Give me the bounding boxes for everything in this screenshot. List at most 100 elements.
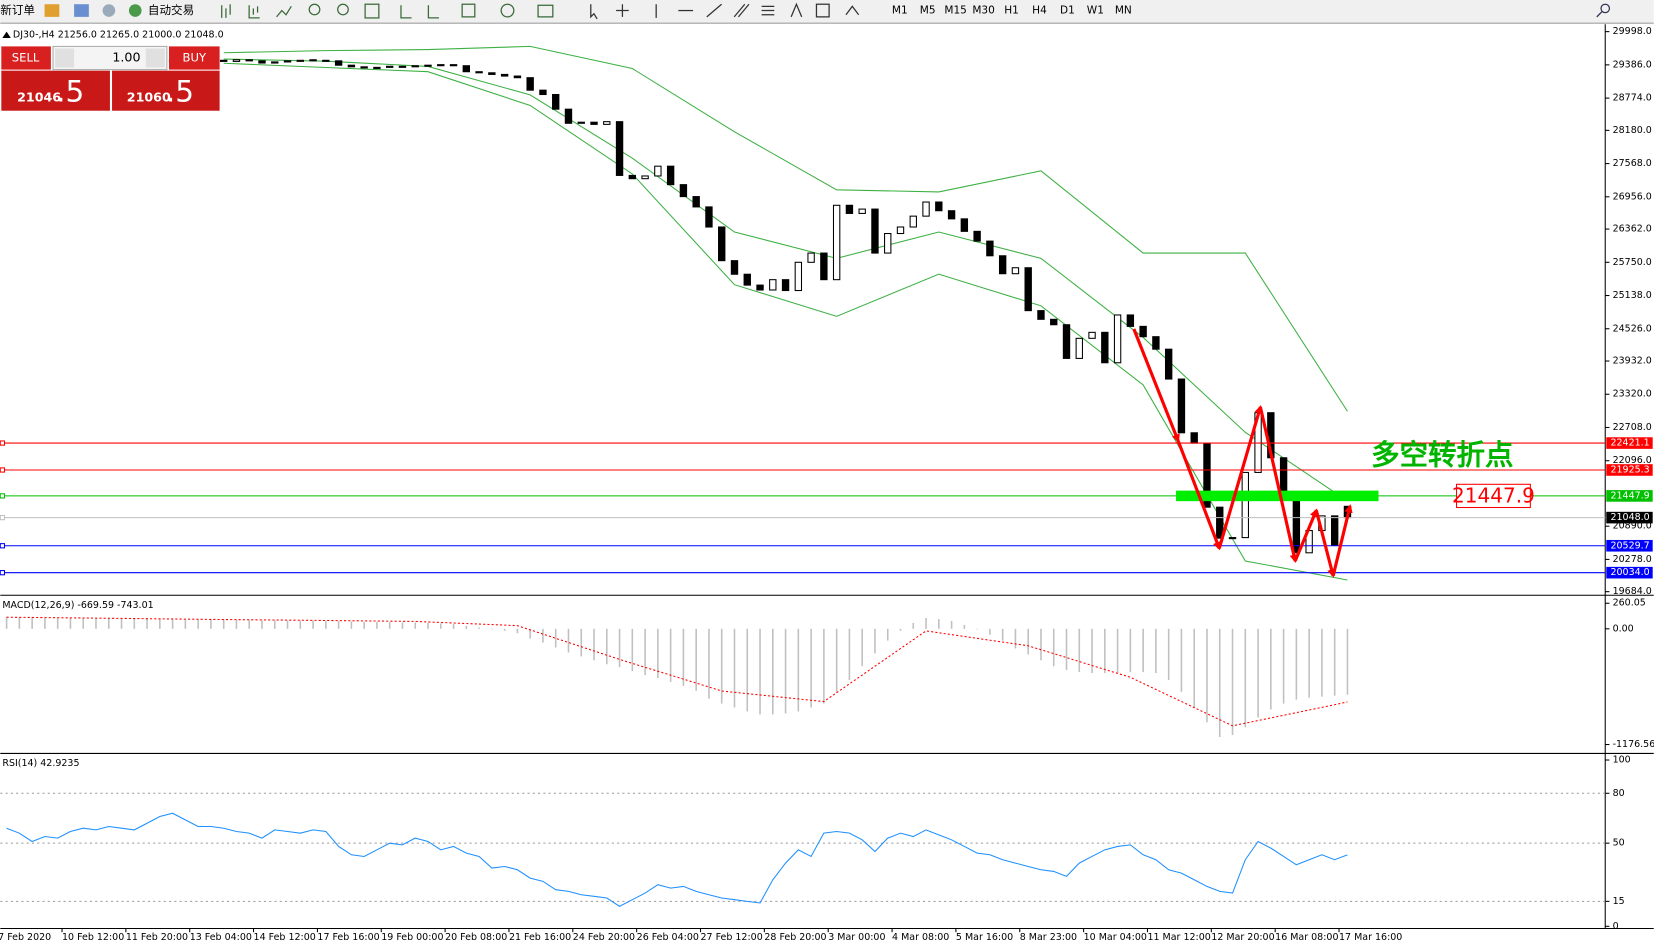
y-tick-label: 25138.0 (1613, 290, 1652, 301)
icon[interactable] (500, 3, 515, 18)
x-tick-label: 4 Mar 08:00 (892, 932, 949, 943)
macd-bar (273, 620, 276, 629)
y-tick-label: 26362.0 (1613, 224, 1652, 235)
volume-down[interactable] (55, 48, 75, 68)
macd-bar (1001, 628, 1004, 641)
icon[interactable] (44, 4, 60, 17)
icon[interactable] (102, 4, 116, 17)
candle (781, 279, 790, 292)
timeframe[interactable]: M5 (920, 5, 936, 17)
buy-button[interactable] (168, 46, 220, 70)
icon[interactable] (276, 5, 292, 18)
sell-price-box[interactable] (1, 70, 110, 111)
icon[interactable] (337, 3, 349, 16)
icon[interactable] (537, 4, 554, 18)
candle (283, 60, 292, 63)
volume-box[interactable] (52, 45, 168, 71)
candle (807, 252, 815, 263)
icon[interactable] (761, 5, 775, 16)
level-handle (0, 467, 6, 473)
icon[interactable] (308, 3, 321, 16)
icon[interactable] (248, 5, 260, 19)
macd-bar (1321, 628, 1323, 697)
price-label: 21925.3 (1610, 464, 1649, 475)
candle (539, 89, 547, 96)
x-tick-label: 16 Mar 08:00 (1275, 932, 1338, 943)
sell-price[interactable]: 21046 (17, 90, 61, 105)
candle (500, 73, 509, 77)
timeframe[interactable]: M1 (892, 5, 908, 17)
macd-bar (593, 628, 595, 661)
macd-bar (363, 621, 365, 629)
buy-pips[interactable]: .5 (166, 74, 194, 108)
macd-bar (644, 628, 646, 676)
search-icon[interactable] (1600, 3, 1611, 14)
icon[interactable] (400, 5, 412, 19)
icon[interactable] (616, 4, 629, 17)
macd-bar (848, 628, 851, 680)
buy-price[interactable]: 21060 (127, 90, 171, 105)
timeframe[interactable]: MN (1115, 5, 1132, 17)
macd-bar (963, 624, 966, 629)
candle (935, 201, 943, 212)
auto-trading[interactable]: 自动交易 (148, 3, 194, 17)
icon[interactable] (461, 3, 476, 18)
candle (1241, 471, 1249, 539)
icon[interactable] (845, 5, 860, 16)
candle (730, 260, 739, 275)
volume[interactable]: 1.00 (112, 49, 140, 64)
macd-bar (874, 628, 876, 654)
icon[interactable] (815, 3, 830, 18)
macd-bar (452, 623, 455, 629)
timeframe[interactable]: M15 (944, 5, 967, 17)
plot: 29998.0 29386.0 28774.0 28180.0 27568.0 26956… (0, 24, 1654, 943)
x-tick-label: 24 Feb 20:00 (573, 932, 635, 943)
candle (245, 59, 253, 62)
pane-title: RSI(14) 42.9235 (2, 758, 79, 769)
timeframe[interactable]: H4 (1032, 5, 1047, 17)
icon[interactable] (427, 5, 439, 19)
icon[interactable] (128, 4, 142, 17)
icon[interactable] (733, 3, 750, 18)
macd-bar (1091, 628, 1093, 674)
macd-bar (1270, 628, 1272, 710)
macd-bar (235, 619, 238, 629)
search-icon[interactable] (1596, 11, 1603, 18)
buy-price-box[interactable] (112, 70, 220, 111)
icon[interactable] (364, 3, 380, 19)
sell-button[interactable] (1, 46, 51, 70)
macd-bar (605, 628, 608, 665)
y-tick-label: 15 (1613, 896, 1625, 907)
sell-pips[interactable]: .5 (56, 74, 84, 108)
macd-bar (1167, 628, 1170, 680)
new-order[interactable]: 新订单 (0, 3, 35, 17)
candle (998, 255, 1007, 275)
timeframe[interactable]: M30 (972, 5, 995, 17)
icon[interactable] (706, 3, 722, 18)
macd-bar (925, 617, 927, 629)
icon[interactable] (74, 4, 89, 17)
sell-label[interactable]: SELL (12, 50, 40, 64)
macd-bar (146, 618, 148, 629)
candle (386, 65, 394, 68)
candle (858, 208, 866, 214)
icon[interactable] (790, 2, 803, 18)
macd-bar (5, 617, 8, 629)
level-handle (0, 514, 6, 521)
timeframe[interactable]: H1 (1004, 5, 1019, 17)
buy-label[interactable]: BUY (183, 50, 207, 64)
icon[interactable] (590, 4, 598, 20)
timeframe[interactable]: W1 (1087, 5, 1104, 17)
x-tick-label: 17 Mar 16:00 (1339, 932, 1402, 943)
macd-bar (56, 617, 59, 629)
trend-arrow (1331, 504, 1353, 577)
bollinger-band (223, 58, 1348, 502)
candle (513, 75, 522, 79)
icon[interactable] (221, 4, 231, 18)
candle (1024, 267, 1032, 312)
macd-bar (1257, 628, 1259, 718)
volume-up[interactable] (145, 48, 165, 68)
price-label-box (1606, 437, 1653, 449)
timeframe[interactable]: D1 (1060, 5, 1075, 17)
